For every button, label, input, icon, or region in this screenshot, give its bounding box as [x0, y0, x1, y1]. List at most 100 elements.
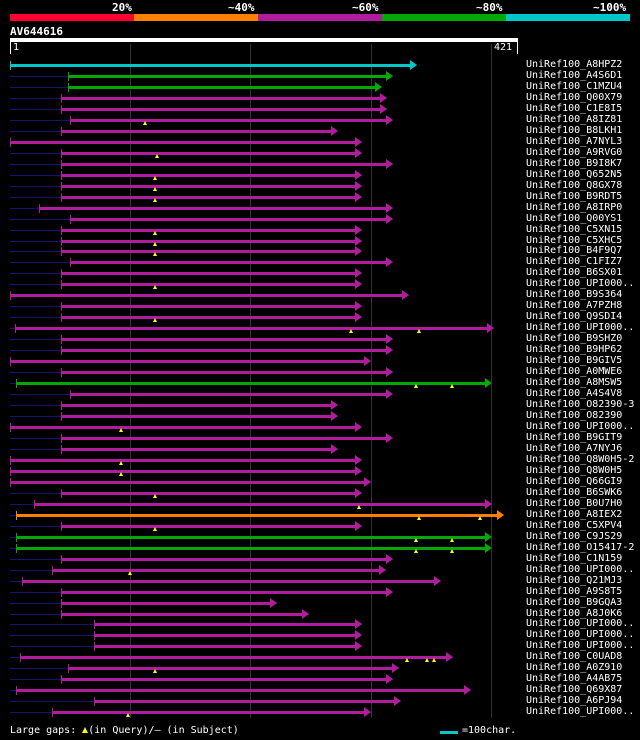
hit-alignment-bar[interactable]: [10, 481, 365, 484]
hit-alignment-bar[interactable]: [61, 349, 387, 352]
hit-label[interactable]: UniRef100_UPI000..: [526, 618, 635, 629]
query-name[interactable]: AV644616: [10, 25, 63, 38]
hit-alignment-bar[interactable]: [61, 404, 332, 407]
hit-alignment-bar[interactable]: [94, 634, 356, 637]
hit-label[interactable]: UniRef100_B4F9Q7: [526, 245, 623, 256]
hit-alignment-bar[interactable]: [70, 119, 387, 122]
hit-label[interactable]: UniRef100_B9RDT5: [526, 191, 623, 202]
hit-alignment-bar[interactable]: [61, 591, 387, 594]
hit-label[interactable]: UniRef100_A4S6D1: [526, 70, 623, 81]
hit-alignment-bar[interactable]: [61, 558, 387, 561]
hit-label[interactable]: UniRef100_Q8W0H5-2: [526, 454, 635, 465]
hit-label[interactable]: UniRef100_A9S8T5: [526, 586, 623, 597]
hit-label[interactable]: UniRef100_A0MWE6: [526, 366, 623, 377]
hit-alignment-bar[interactable]: [61, 613, 303, 616]
hit-alignment-bar[interactable]: [34, 503, 486, 506]
hit-label[interactable]: UniRef100_C0UAD8: [526, 651, 623, 662]
hit-alignment-bar[interactable]: [61, 240, 356, 243]
hit-alignment-bar[interactable]: [61, 437, 387, 440]
hit-alignment-bar[interactable]: [61, 602, 271, 605]
hit-label[interactable]: UniRef100_A6PJ94: [526, 695, 623, 706]
hit-label[interactable]: UniRef100_Q21MJ3: [526, 575, 623, 586]
hit-alignment-bar[interactable]: [94, 645, 356, 648]
hit-label[interactable]: UniRef100_B9I8K7: [526, 158, 623, 169]
hit-alignment-bar[interactable]: [61, 163, 387, 166]
hit-alignment-bar[interactable]: [61, 448, 332, 451]
hit-alignment-bar[interactable]: [61, 196, 356, 199]
hit-label[interactable]: UniRef100_A8J0K6: [526, 608, 623, 619]
hit-label[interactable]: UniRef100_B9GIT9: [526, 432, 623, 443]
hit-alignment-bar[interactable]: [70, 218, 387, 221]
hit-label[interactable]: UniRef100_A8HPZ2: [526, 59, 623, 70]
hit-alignment-bar[interactable]: [16, 689, 465, 692]
hit-alignment-bar[interactable]: [16, 382, 486, 385]
hit-label[interactable]: UniRef100_Q8W0H5: [526, 465, 623, 476]
hit-label[interactable]: UniRef100_A0Z910: [526, 662, 623, 673]
hit-label[interactable]: UniRef100_A7PZH8: [526, 300, 623, 311]
hit-label[interactable]: UniRef100_UPI000..: [526, 421, 635, 432]
hit-alignment-bar[interactable]: [61, 174, 356, 177]
hit-alignment-bar[interactable]: [68, 667, 393, 670]
hit-label[interactable]: UniRef100_A7NYL3: [526, 136, 623, 147]
hit-alignment-bar[interactable]: [20, 656, 447, 659]
hit-label[interactable]: UniRef100_C5XN15: [526, 224, 623, 235]
hit-label[interactable]: UniRef100_O82390-3: [526, 399, 635, 410]
hit-alignment-bar[interactable]: [61, 316, 356, 319]
hit-alignment-bar[interactable]: [22, 580, 435, 583]
hit-label[interactable]: UniRef100_UPI000..: [526, 640, 635, 651]
hit-alignment-bar[interactable]: [68, 75, 387, 78]
hit-label[interactable]: UniRef100_Q8GX78: [526, 180, 623, 191]
hit-label[interactable]: UniRef100_A4AB75: [526, 673, 623, 684]
hit-label[interactable]: UniRef100_B6SWK6: [526, 487, 623, 498]
hit-alignment-bar[interactable]: [61, 678, 387, 681]
hit-label[interactable]: UniRef100_UPI000..: [526, 322, 635, 333]
hit-label[interactable]: UniRef100_O15417-2: [526, 542, 635, 553]
hit-label[interactable]: UniRef100_Q652N5: [526, 169, 623, 180]
hit-alignment-bar[interactable]: [61, 492, 356, 495]
hit-alignment-bar[interactable]: [10, 141, 356, 144]
hit-label[interactable]: UniRef100_C1MZU4: [526, 81, 623, 92]
hit-label[interactable]: UniRef100_B9GQA3: [526, 597, 623, 608]
hit-label[interactable]: UniRef100_O82390: [526, 410, 623, 421]
hit-alignment-bar[interactable]: [68, 86, 376, 89]
hit-label[interactable]: UniRef100_UPI000..: [526, 629, 635, 640]
hit-label[interactable]: UniRef100_B6SX01: [526, 267, 623, 278]
hit-alignment-bar[interactable]: [52, 711, 365, 714]
hit-label[interactable]: UniRef100_C9JS29: [526, 531, 623, 542]
hit-label[interactable]: UniRef100_C1N159: [526, 553, 623, 564]
hit-label[interactable]: UniRef100_C1E8I5: [526, 103, 623, 114]
hit-alignment-bar[interactable]: [10, 64, 411, 67]
hit-label[interactable]: UniRef100_A4S4V8: [526, 388, 623, 399]
hit-alignment-bar[interactable]: [15, 327, 488, 330]
hit-alignment-bar[interactable]: [94, 700, 395, 703]
hit-alignment-bar[interactable]: [52, 569, 380, 572]
hit-alignment-bar[interactable]: [94, 623, 356, 626]
hit-alignment-bar[interactable]: [61, 371, 387, 374]
hit-label[interactable]: UniRef100_UPI000..: [526, 564, 635, 575]
hit-alignment-bar[interactable]: [61, 130, 332, 133]
hit-label[interactable]: UniRef100_Q66GI9: [526, 476, 623, 487]
hit-label[interactable]: UniRef100_Q9SDI4: [526, 311, 623, 322]
hit-label[interactable]: UniRef100_C5XPV4: [526, 520, 623, 531]
hit-alignment-bar[interactable]: [16, 536, 486, 539]
hit-label[interactable]: UniRef100_A8IEX2: [526, 509, 623, 520]
hit-label[interactable]: UniRef100_Q69X87: [526, 684, 623, 695]
hit-label[interactable]: UniRef100_B8LKH1: [526, 125, 623, 136]
hit-alignment-bar[interactable]: [39, 207, 387, 210]
hit-alignment-bar[interactable]: [61, 97, 381, 100]
hit-label[interactable]: UniRef100_A7NYJ6: [526, 443, 623, 454]
hit-label[interactable]: UniRef100_Q00X79: [526, 92, 623, 103]
hit-label[interactable]: UniRef100_UPI000..: [526, 278, 635, 289]
hit-label[interactable]: UniRef100_A8MSW5: [526, 377, 623, 388]
hit-alignment-bar[interactable]: [10, 470, 356, 473]
hit-alignment-bar[interactable]: [61, 283, 356, 286]
hit-label[interactable]: UniRef100_B0U7H0: [526, 498, 623, 509]
hit-label[interactable]: UniRef100_C1FIZ7: [526, 256, 623, 267]
hit-alignment-bar[interactable]: [61, 415, 332, 418]
hit-alignment-bar[interactable]: [70, 393, 387, 396]
hit-label[interactable]: UniRef100_UPI000..: [526, 706, 635, 717]
hit-label[interactable]: UniRef100_B9S364: [526, 289, 623, 300]
hit-alignment-bar[interactable]: [10, 294, 403, 297]
hit-alignment-bar[interactable]: [16, 547, 486, 550]
hit-label[interactable]: UniRef100_A8IZ81: [526, 114, 623, 125]
